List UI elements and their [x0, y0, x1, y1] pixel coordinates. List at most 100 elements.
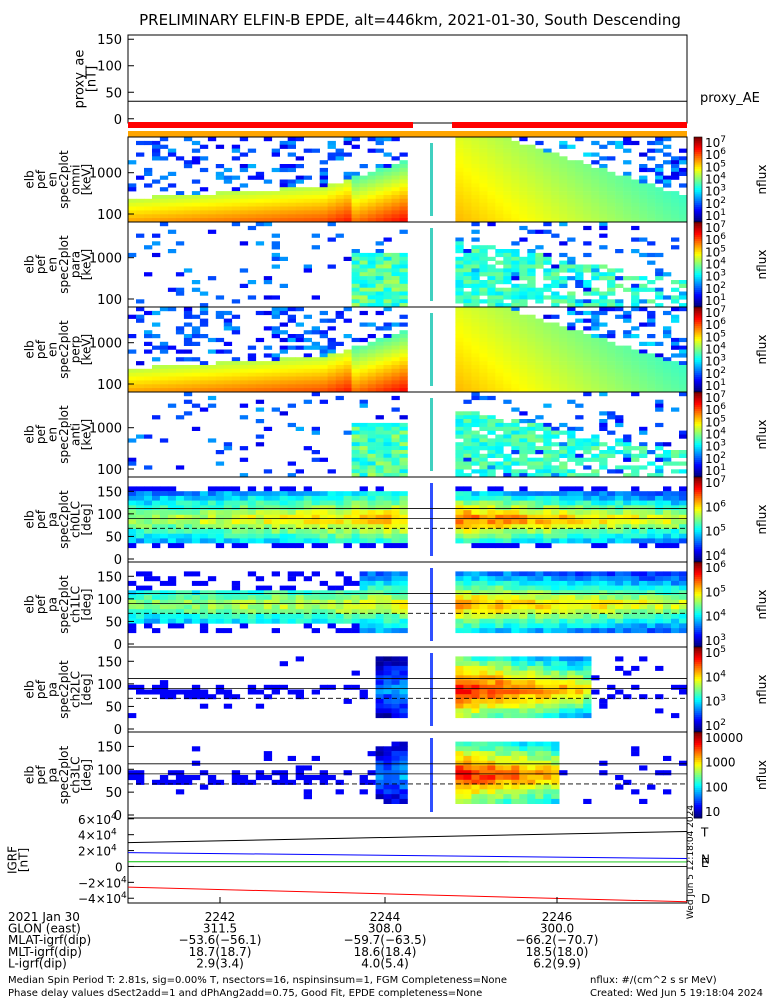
- heatmap-cell: [527, 198, 536, 203]
- heatmap-cell: [623, 376, 632, 381]
- heatmap-cell: [495, 510, 504, 516]
- heatmap-cell: [479, 510, 488, 516]
- heatmap-cell: [175, 524, 185, 530]
- heatmap-cell: [391, 438, 400, 443]
- heatmap-cell: [391, 595, 400, 601]
- heatmap-cell: [503, 708, 512, 714]
- heatmap-cell: [471, 295, 480, 300]
- heatmap-cell: [551, 491, 560, 497]
- heatmap-cell: [263, 198, 273, 203]
- heatmap-cell: [463, 703, 472, 709]
- heatmap-cell: [215, 628, 225, 634]
- heatmap-cell: [183, 307, 193, 312]
- heatmap-cell: [263, 326, 273, 331]
- heatmap-cell: [375, 426, 384, 431]
- heatmap-cell: [367, 422, 376, 428]
- heatmap-cell: [351, 430, 360, 435]
- heatmap-cell: [136, 210, 145, 215]
- heatmap-cell: [335, 357, 344, 362]
- heatmap-cell: [383, 500, 392, 506]
- colorbar-step: [694, 360, 702, 363]
- heatmap-cell: [295, 384, 304, 389]
- heatmap-cell: [128, 376, 137, 381]
- heatmap-cell: [511, 505, 520, 511]
- heatmap-cell: [199, 218, 209, 223]
- heatmap-cell: [167, 368, 177, 373]
- heatmap-cell: [535, 380, 544, 385]
- heatmap-cell: [607, 380, 616, 385]
- heatmap-cell: [671, 528, 680, 534]
- heatmap-cell: [351, 461, 360, 466]
- heatmap-cell: [191, 140, 201, 146]
- heatmap-cell: [503, 388, 512, 393]
- heatmap-cell: [527, 628, 536, 634]
- heatmap-cell: [607, 276, 616, 281]
- heatmap-cell: [583, 179, 592, 184]
- colorbar-step: [694, 419, 702, 423]
- heatmap-cell: [343, 334, 352, 339]
- heatmap-cell: [647, 533, 656, 539]
- colorbar-step: [694, 455, 702, 459]
- heatmap-cell: [128, 580, 137, 586]
- heatmap-cell: [367, 206, 376, 211]
- heatmap-cell: [383, 595, 392, 601]
- heatmap-cell: [607, 580, 616, 586]
- heatmap-cell: [287, 514, 296, 520]
- heatmap-cell: [295, 689, 304, 695]
- heatmap-cell: [503, 179, 512, 184]
- heatmap-cell: [543, 183, 552, 188]
- heatmap-cell: [623, 365, 632, 370]
- heatmap-cell: [503, 713, 512, 719]
- heatmap-cell: [463, 291, 472, 296]
- heatmap-cell: [255, 590, 265, 596]
- heatmap-cell: [263, 179, 273, 184]
- heatmap-cell: [144, 218, 153, 223]
- heatmap-cell: [335, 495, 344, 501]
- heatmap-cell: [551, 457, 560, 462]
- heatmap-cell: [199, 505, 209, 511]
- heatmap-cell: [631, 376, 640, 381]
- heatmap-cell: [543, 595, 552, 601]
- heatmap-cell: [375, 457, 384, 462]
- heatmap-cell: [607, 524, 616, 530]
- heatmap-cell: [383, 426, 392, 431]
- heatmap-cell: [159, 222, 169, 227]
- heatmap-cell: [575, 609, 584, 615]
- heatmap-cell: [383, 368, 392, 373]
- heatmap-cell: [455, 411, 464, 416]
- heatmap-cell: [519, 330, 528, 335]
- heatmap-cell: [255, 519, 265, 525]
- heatmap-cell: [303, 399, 312, 404]
- heatmap-cell: [663, 179, 672, 184]
- heatmap-cell: [279, 595, 288, 601]
- heatmap-cell: [455, 500, 464, 506]
- heatmap-cell: [159, 486, 169, 492]
- heatmap-cell: [351, 287, 360, 292]
- heatmap-cell: [207, 206, 217, 211]
- ytick-label-2: 50: [105, 615, 122, 630]
- heatmap-cell: [391, 618, 400, 624]
- heatmap-cell: [223, 538, 233, 544]
- heatmap-cell: [383, 461, 392, 466]
- heatmap-cell: [511, 287, 520, 292]
- heatmap-cell: [527, 164, 536, 169]
- heatmap-cell: [463, 665, 472, 671]
- heatmap-cell: [375, 252, 384, 258]
- heatmap-cell: [159, 500, 169, 506]
- heatmap-cell: [303, 218, 312, 223]
- heatmap-cell: [479, 314, 488, 319]
- heatmap-cell: [191, 618, 201, 624]
- heatmap-cell: [543, 337, 552, 343]
- heatmap-cell: [223, 191, 233, 196]
- heatmap-cell: [479, 473, 488, 478]
- heatmap-cell: [679, 202, 688, 207]
- heatmap-cell: [191, 694, 201, 700]
- heatmap-cell: [335, 388, 344, 393]
- heatmap-cell: [183, 384, 193, 389]
- heatmap-cell: [207, 229, 217, 234]
- heatmap-cell: [144, 202, 153, 207]
- heatmap-cell: [399, 684, 408, 690]
- heatmap-cell: [215, 689, 225, 695]
- heatmap-cell: [359, 533, 368, 539]
- heatmap-cell: [463, 434, 472, 439]
